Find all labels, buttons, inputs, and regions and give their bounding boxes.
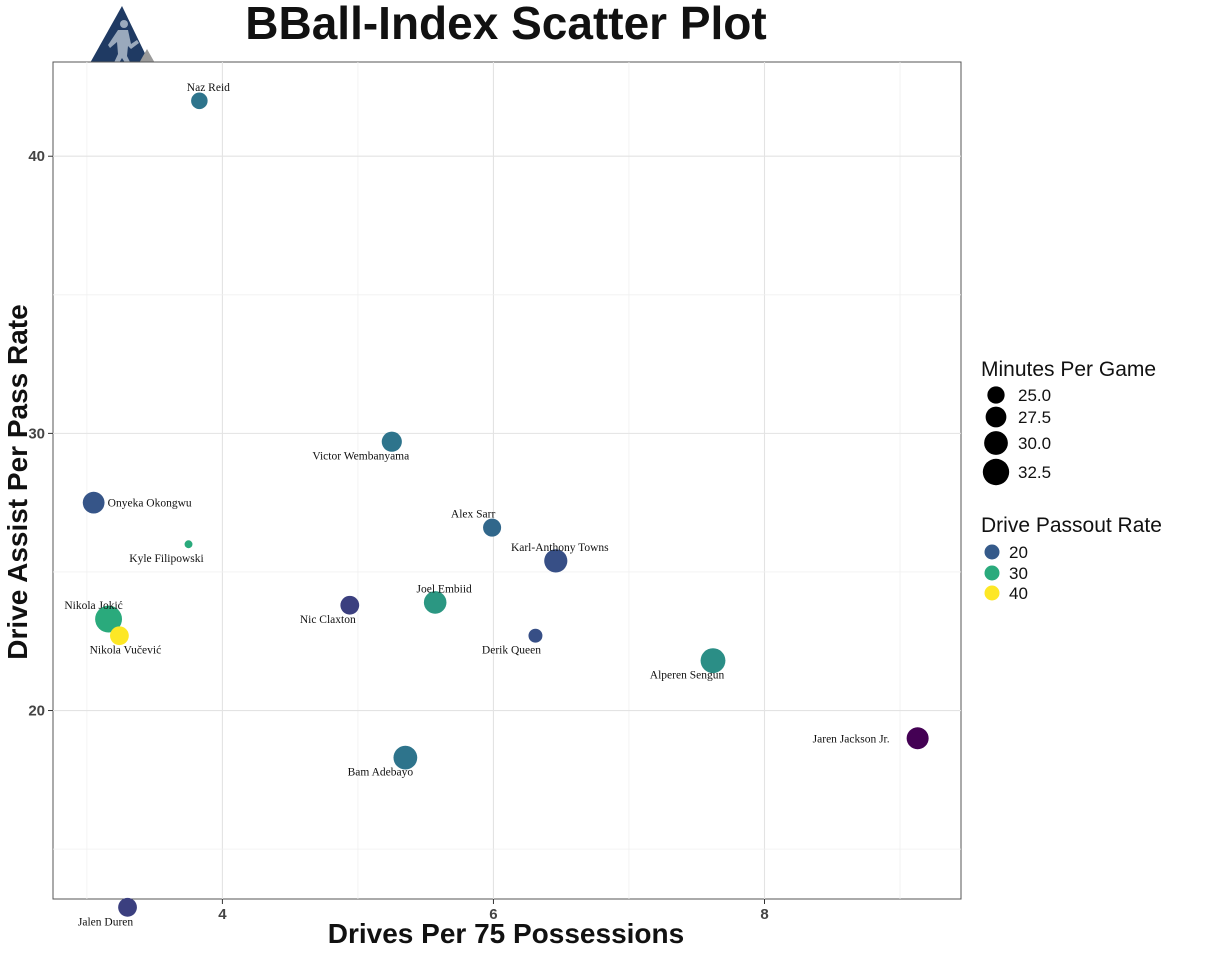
scatter-point [95,605,123,633]
legend-color-key [984,585,1000,601]
legend-size-key [984,431,1008,455]
legend-color-label: 20 [1009,543,1028,562]
legend: Minutes Per Game 25.0 27.5 30.0 32.5 Drive … [981,358,1162,603]
y-tick-label: 30 [28,425,45,442]
scatter-point [184,540,193,549]
point-label: Victor Wembanyama [312,451,409,463]
legend-size-label: 32.5 [1018,463,1051,482]
legend-color-label: 30 [1009,564,1028,583]
legend-size-entries: 25.0 27.5 30.0 32.5 [982,386,1051,486]
point-labels: Naz Reid Victor Wembanyama Onyeka Okongwu A… [64,82,889,929]
scatter-point [82,491,105,514]
y-axis-title: Drive Assist Per Pass Rate [2,304,33,659]
x-axis-title: Drives Per 75 Possessions [328,918,684,949]
point-label: Nikola Jokić [64,600,122,612]
point-label: Joel Embiid [417,583,473,595]
point-label: Nikola Vučević [90,645,162,657]
point-label: Bam Adebayo [348,767,414,779]
legend-color-label: 40 [1009,584,1028,603]
point-label: Alex Sarr [451,509,496,521]
point-label: Alperen Sengun [650,670,725,682]
scatter-point [700,648,726,674]
scatter-point [528,628,543,643]
x-tick-label: 4 [218,906,227,923]
legend-size-label: 30.0 [1018,434,1051,453]
legend-size-key [987,386,1005,404]
point-label: Kyle Filipowski [129,553,203,565]
legend-size-label: 25.0 [1018,386,1051,405]
point-label: Nic Claxton [300,614,356,626]
legend-color-key [984,565,1000,581]
y-tick-label: 20 [28,703,45,720]
scatter-point [423,591,447,614]
point-label: Karl-Anthony Towns [511,542,609,554]
scatter-point [544,549,568,573]
scatter-point [118,897,137,917]
scatter-point [340,595,360,615]
legend-size-key [982,458,1010,486]
scatter-point [483,518,502,537]
point-label: Jalen Duren [78,916,133,928]
scatter-point [191,92,208,110]
plot-panel [52,61,962,900]
scatter-point [110,626,129,646]
data-points [82,92,929,917]
legend-size-title: Minutes Per Game [981,358,1156,381]
chart-title: BBall-Index Scatter Plot [245,0,766,49]
y-tick-label: 40 [28,148,45,165]
point-label: Onyeka Okongwu [108,498,192,510]
grid-lines [53,62,961,899]
x-tick-label: 8 [760,906,768,923]
point-label: Derik Queen [482,645,541,657]
scatter-point [381,431,402,452]
axes: 4 6 8 20 30 40 [28,148,768,923]
legend-size-key [985,406,1007,428]
legend-color-key [984,544,1000,560]
legend-size-label: 27.5 [1018,408,1051,427]
scatter-point [393,745,418,770]
point-label: Naz Reid [187,82,230,94]
point-label: Jaren Jackson Jr. [813,733,890,745]
scatter-point [906,727,929,750]
x-tick-label: 6 [489,906,497,923]
legend-color-title: Drive Passout Rate [981,514,1162,537]
